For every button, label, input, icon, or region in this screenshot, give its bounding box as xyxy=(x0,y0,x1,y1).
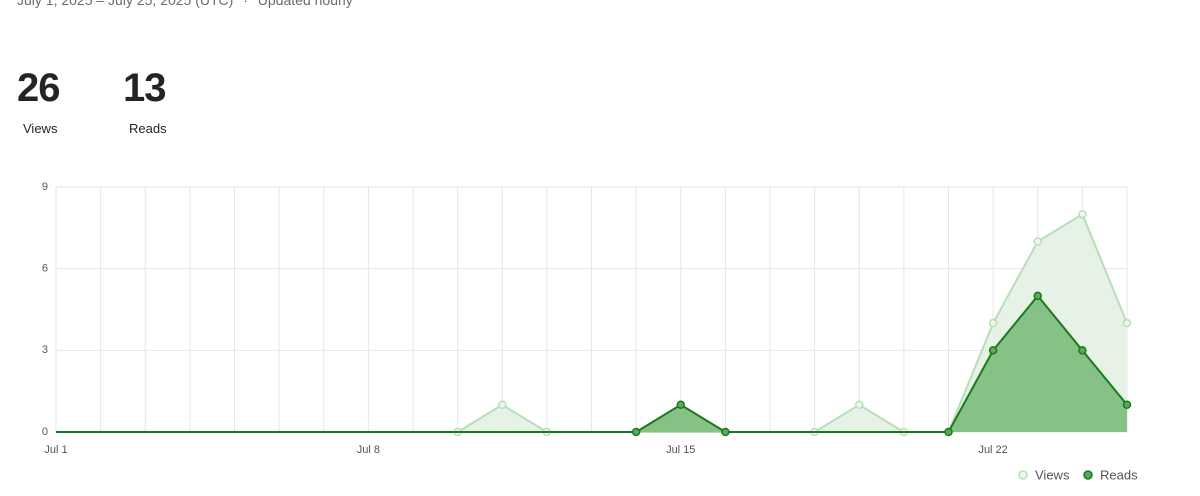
point xyxy=(721,427,730,437)
legend-marker xyxy=(1083,470,1093,480)
x-tick-label: Jul 22 xyxy=(978,444,1007,456)
point xyxy=(631,427,641,437)
y-tick-label: 0 xyxy=(42,426,48,438)
point xyxy=(676,400,685,410)
point xyxy=(944,427,953,437)
legend-label: Views xyxy=(1035,467,1070,482)
legend-marker xyxy=(1018,470,1028,480)
x-tick-label: Jul 8 xyxy=(357,444,380,456)
point xyxy=(988,346,998,355)
y-tick-label: 9 xyxy=(42,181,48,193)
point xyxy=(1078,346,1087,355)
point xyxy=(498,400,507,410)
stat-value: 26 xyxy=(17,66,60,110)
stat-label: Reads xyxy=(129,121,167,136)
x-tick-label: Jul 1 xyxy=(44,444,67,456)
y-tick-label: 6 xyxy=(42,263,48,275)
separator: · xyxy=(243,0,248,8)
point xyxy=(1033,237,1042,246)
stat: 13 Reads xyxy=(123,66,167,136)
point xyxy=(1033,291,1042,301)
stat: 26 Views xyxy=(17,66,60,136)
point xyxy=(988,318,998,328)
header: July 1, 2025 – July 25, 2025 (UTC) · Upd… xyxy=(17,0,359,8)
point xyxy=(1122,400,1132,410)
update-note: Updated hourly xyxy=(257,0,353,8)
x-tick-label: Jul 15 xyxy=(666,444,695,456)
point xyxy=(1122,318,1132,328)
legend-label: Reads xyxy=(1100,467,1138,482)
point xyxy=(1078,209,1087,219)
stat-label: Views xyxy=(23,121,58,136)
y-tick-label: 3 xyxy=(42,344,48,356)
stat-value: 13 xyxy=(123,66,166,110)
area xyxy=(56,295,1127,432)
date-range: July 1, 2025 – July 25, 2025 (UTC) xyxy=(17,0,234,8)
point xyxy=(855,400,864,410)
